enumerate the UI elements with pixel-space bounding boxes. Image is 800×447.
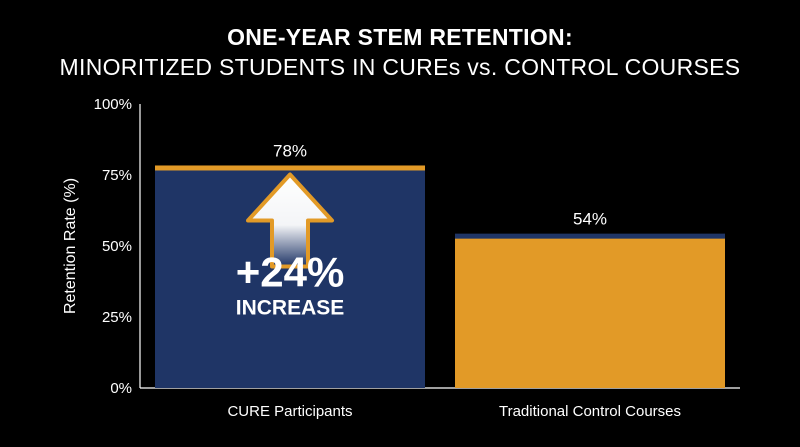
- chart-title: ONE-YEAR STEM RETENTION:: [227, 24, 573, 50]
- category-label: CURE Participants: [227, 403, 352, 420]
- y-tick-label: 25%: [102, 309, 132, 326]
- y-tick-label: 50%: [102, 238, 132, 255]
- bar-top-edge: [155, 165, 425, 171]
- up-arrow-icon: [246, 172, 334, 269]
- annotation-increase-label: INCREASE: [236, 296, 345, 319]
- annotation-increase-value: +24%: [236, 248, 345, 295]
- y-tick-label: 0%: [110, 380, 132, 397]
- y-tick-label: 75%: [102, 167, 132, 184]
- y-axis-label: Retention Rate (%): [62, 178, 79, 314]
- category-label: Traditional Control Courses: [499, 403, 681, 420]
- data-label: 78%: [273, 141, 307, 160]
- bar-top-edge: [455, 233, 725, 239]
- chart-title-block: ONE-YEAR STEM RETENTION: MINORITIZED STU…: [0, 22, 800, 82]
- bar: [455, 234, 725, 388]
- y-tick-label: 100%: [94, 96, 132, 113]
- chart-subtitle: MINORITIZED STUDENTS IN CUREs vs. CONTRO…: [59, 54, 741, 80]
- data-label: 54%: [573, 210, 607, 229]
